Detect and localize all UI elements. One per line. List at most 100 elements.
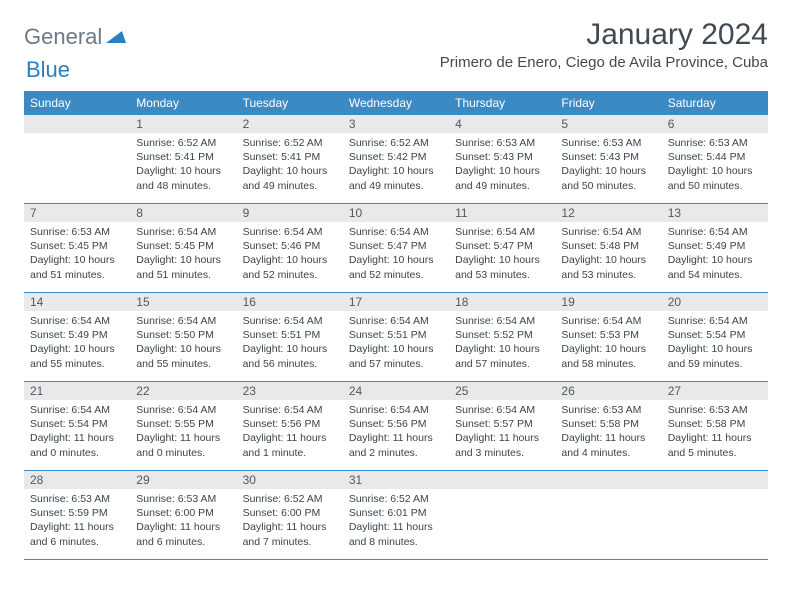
day-cell: 6Sunrise: 6:53 AMSunset: 5:44 PMDaylight… <box>662 115 768 203</box>
day-number: . <box>555 471 661 489</box>
day-number: 7 <box>24 204 130 222</box>
sunrise-text: Sunrise: 6:54 AM <box>455 403 549 417</box>
sunset-text: Sunset: 5:51 PM <box>349 328 443 342</box>
daylight-text: Daylight: 11 hours and 8 minutes. <box>349 520 443 548</box>
day-number: 14 <box>24 293 130 311</box>
day-cell: 18Sunrise: 6:54 AMSunset: 5:52 PMDayligh… <box>449 293 555 381</box>
day-content: Sunrise: 6:54 AMSunset: 5:50 PMDaylight:… <box>130 311 236 377</box>
daylight-text: Daylight: 10 hours and 49 minutes. <box>455 164 549 192</box>
weekday-header: Wednesday <box>343 91 449 115</box>
location-subtitle: Primero de Enero, Ciego de Avila Provinc… <box>440 54 768 71</box>
day-number: 13 <box>662 204 768 222</box>
sunset-text: Sunset: 5:48 PM <box>561 239 655 253</box>
day-cell: 13Sunrise: 6:54 AMSunset: 5:49 PMDayligh… <box>662 204 768 292</box>
daylight-text: Daylight: 10 hours and 49 minutes. <box>349 164 443 192</box>
day-content: Sunrise: 6:53 AMSunset: 5:58 PMDaylight:… <box>555 400 661 466</box>
day-number: 27 <box>662 382 768 400</box>
day-number: . <box>449 471 555 489</box>
day-content: Sunrise: 6:54 AMSunset: 5:55 PMDaylight:… <box>130 400 236 466</box>
day-number: 12 <box>555 204 661 222</box>
sunset-text: Sunset: 5:50 PM <box>136 328 230 342</box>
sunset-text: Sunset: 5:49 PM <box>668 239 762 253</box>
day-content: Sunrise: 6:54 AMSunset: 5:54 PMDaylight:… <box>662 311 768 377</box>
day-content: Sunrise: 6:54 AMSunset: 5:49 PMDaylight:… <box>24 311 130 377</box>
day-cell: 24Sunrise: 6:54 AMSunset: 5:56 PMDayligh… <box>343 382 449 470</box>
day-number: 6 <box>662 115 768 133</box>
sunset-text: Sunset: 5:47 PM <box>349 239 443 253</box>
weekday-header: Monday <box>130 91 236 115</box>
day-number: 5 <box>555 115 661 133</box>
day-cell: 29Sunrise: 6:53 AMSunset: 6:00 PMDayligh… <box>130 471 236 559</box>
day-cell: 31Sunrise: 6:52 AMSunset: 6:01 PMDayligh… <box>343 471 449 559</box>
sunset-text: Sunset: 5:56 PM <box>243 417 337 431</box>
weekday-header: Saturday <box>662 91 768 115</box>
sunset-text: Sunset: 5:51 PM <box>243 328 337 342</box>
day-content: Sunrise: 6:54 AMSunset: 5:47 PMDaylight:… <box>449 222 555 288</box>
daylight-text: Daylight: 11 hours and 7 minutes. <box>243 520 337 548</box>
logo-text-general: General <box>24 24 102 50</box>
daylight-text: Daylight: 11 hours and 1 minute. <box>243 431 337 459</box>
daylight-text: Daylight: 10 hours and 51 minutes. <box>30 253 124 281</box>
sunrise-text: Sunrise: 6:54 AM <box>243 314 337 328</box>
sunset-text: Sunset: 5:44 PM <box>668 150 762 164</box>
sunset-text: Sunset: 5:41 PM <box>243 150 337 164</box>
day-content: Sunrise: 6:54 AMSunset: 5:53 PMDaylight:… <box>555 311 661 377</box>
day-cell: 3Sunrise: 6:52 AMSunset: 5:42 PMDaylight… <box>343 115 449 203</box>
daylight-text: Daylight: 11 hours and 3 minutes. <box>455 431 549 459</box>
weekday-header: Friday <box>555 91 661 115</box>
day-cell: 12Sunrise: 6:54 AMSunset: 5:48 PMDayligh… <box>555 204 661 292</box>
day-cell: 22Sunrise: 6:54 AMSunset: 5:55 PMDayligh… <box>130 382 236 470</box>
day-number: 11 <box>449 204 555 222</box>
day-content: Sunrise: 6:54 AMSunset: 5:52 PMDaylight:… <box>449 311 555 377</box>
sunset-text: Sunset: 5:45 PM <box>136 239 230 253</box>
daylight-text: Daylight: 10 hours and 55 minutes. <box>30 342 124 370</box>
sunset-text: Sunset: 5:58 PM <box>668 417 762 431</box>
day-content: Sunrise: 6:54 AMSunset: 5:48 PMDaylight:… <box>555 222 661 288</box>
sunrise-text: Sunrise: 6:53 AM <box>455 136 549 150</box>
day-number: 9 <box>237 204 343 222</box>
sunset-text: Sunset: 5:54 PM <box>30 417 124 431</box>
day-cell: 17Sunrise: 6:54 AMSunset: 5:51 PMDayligh… <box>343 293 449 381</box>
daylight-text: Daylight: 10 hours and 58 minutes. <box>561 342 655 370</box>
daylight-text: Daylight: 11 hours and 6 minutes. <box>30 520 124 548</box>
day-cell: 5Sunrise: 6:53 AMSunset: 5:43 PMDaylight… <box>555 115 661 203</box>
sunrise-text: Sunrise: 6:54 AM <box>30 403 124 417</box>
day-number: 4 <box>449 115 555 133</box>
day-cell: 9Sunrise: 6:54 AMSunset: 5:46 PMDaylight… <box>237 204 343 292</box>
day-number: 16 <box>237 293 343 311</box>
sunrise-text: Sunrise: 6:54 AM <box>561 314 655 328</box>
day-content: Sunrise: 6:53 AMSunset: 5:43 PMDaylight:… <box>449 133 555 199</box>
day-cell: 16Sunrise: 6:54 AMSunset: 5:51 PMDayligh… <box>237 293 343 381</box>
sunrise-text: Sunrise: 6:54 AM <box>455 225 549 239</box>
week-row: 21Sunrise: 6:54 AMSunset: 5:54 PMDayligh… <box>24 382 768 471</box>
day-cell: 11Sunrise: 6:54 AMSunset: 5:47 PMDayligh… <box>449 204 555 292</box>
day-content: Sunrise: 6:54 AMSunset: 5:57 PMDaylight:… <box>449 400 555 466</box>
day-number: 30 <box>237 471 343 489</box>
sunset-text: Sunset: 5:58 PM <box>561 417 655 431</box>
day-number: 31 <box>343 471 449 489</box>
sunrise-text: Sunrise: 6:54 AM <box>668 314 762 328</box>
day-number: 29 <box>130 471 236 489</box>
sunset-text: Sunset: 5:41 PM <box>136 150 230 164</box>
day-cell: . <box>24 115 130 203</box>
weekday-header: Sunday <box>24 91 130 115</box>
day-cell: 23Sunrise: 6:54 AMSunset: 5:56 PMDayligh… <box>237 382 343 470</box>
logo: General <box>24 24 128 50</box>
sunrise-text: Sunrise: 6:52 AM <box>243 492 337 506</box>
day-cell: 10Sunrise: 6:54 AMSunset: 5:47 PMDayligh… <box>343 204 449 292</box>
sunset-text: Sunset: 5:59 PM <box>30 506 124 520</box>
sunset-text: Sunset: 6:00 PM <box>243 506 337 520</box>
day-content: Sunrise: 6:54 AMSunset: 5:47 PMDaylight:… <box>343 222 449 288</box>
day-number: 24 <box>343 382 449 400</box>
month-title: January 2024 <box>440 18 768 52</box>
sunset-text: Sunset: 6:00 PM <box>136 506 230 520</box>
day-cell: 1Sunrise: 6:52 AMSunset: 5:41 PMDaylight… <box>130 115 236 203</box>
daylight-text: Daylight: 11 hours and 4 minutes. <box>561 431 655 459</box>
daylight-text: Daylight: 10 hours and 49 minutes. <box>243 164 337 192</box>
sunrise-text: Sunrise: 6:53 AM <box>30 225 124 239</box>
day-number: 21 <box>24 382 130 400</box>
day-number: 1 <box>130 115 236 133</box>
sunset-text: Sunset: 5:52 PM <box>455 328 549 342</box>
sunrise-text: Sunrise: 6:54 AM <box>243 225 337 239</box>
day-number: 19 <box>555 293 661 311</box>
